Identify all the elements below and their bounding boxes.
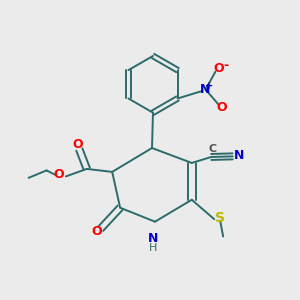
Text: -: - xyxy=(224,58,229,71)
Text: O: O xyxy=(213,62,224,75)
Text: C: C xyxy=(208,144,216,154)
Text: O: O xyxy=(53,168,64,182)
Text: N: N xyxy=(200,83,210,96)
Text: O: O xyxy=(73,138,83,151)
Text: N: N xyxy=(234,149,244,162)
Text: H: H xyxy=(149,243,158,253)
Text: N: N xyxy=(148,232,159,244)
Text: +: + xyxy=(206,81,214,91)
Text: O: O xyxy=(91,225,102,238)
Text: O: O xyxy=(216,101,227,114)
Text: S: S xyxy=(215,211,225,225)
